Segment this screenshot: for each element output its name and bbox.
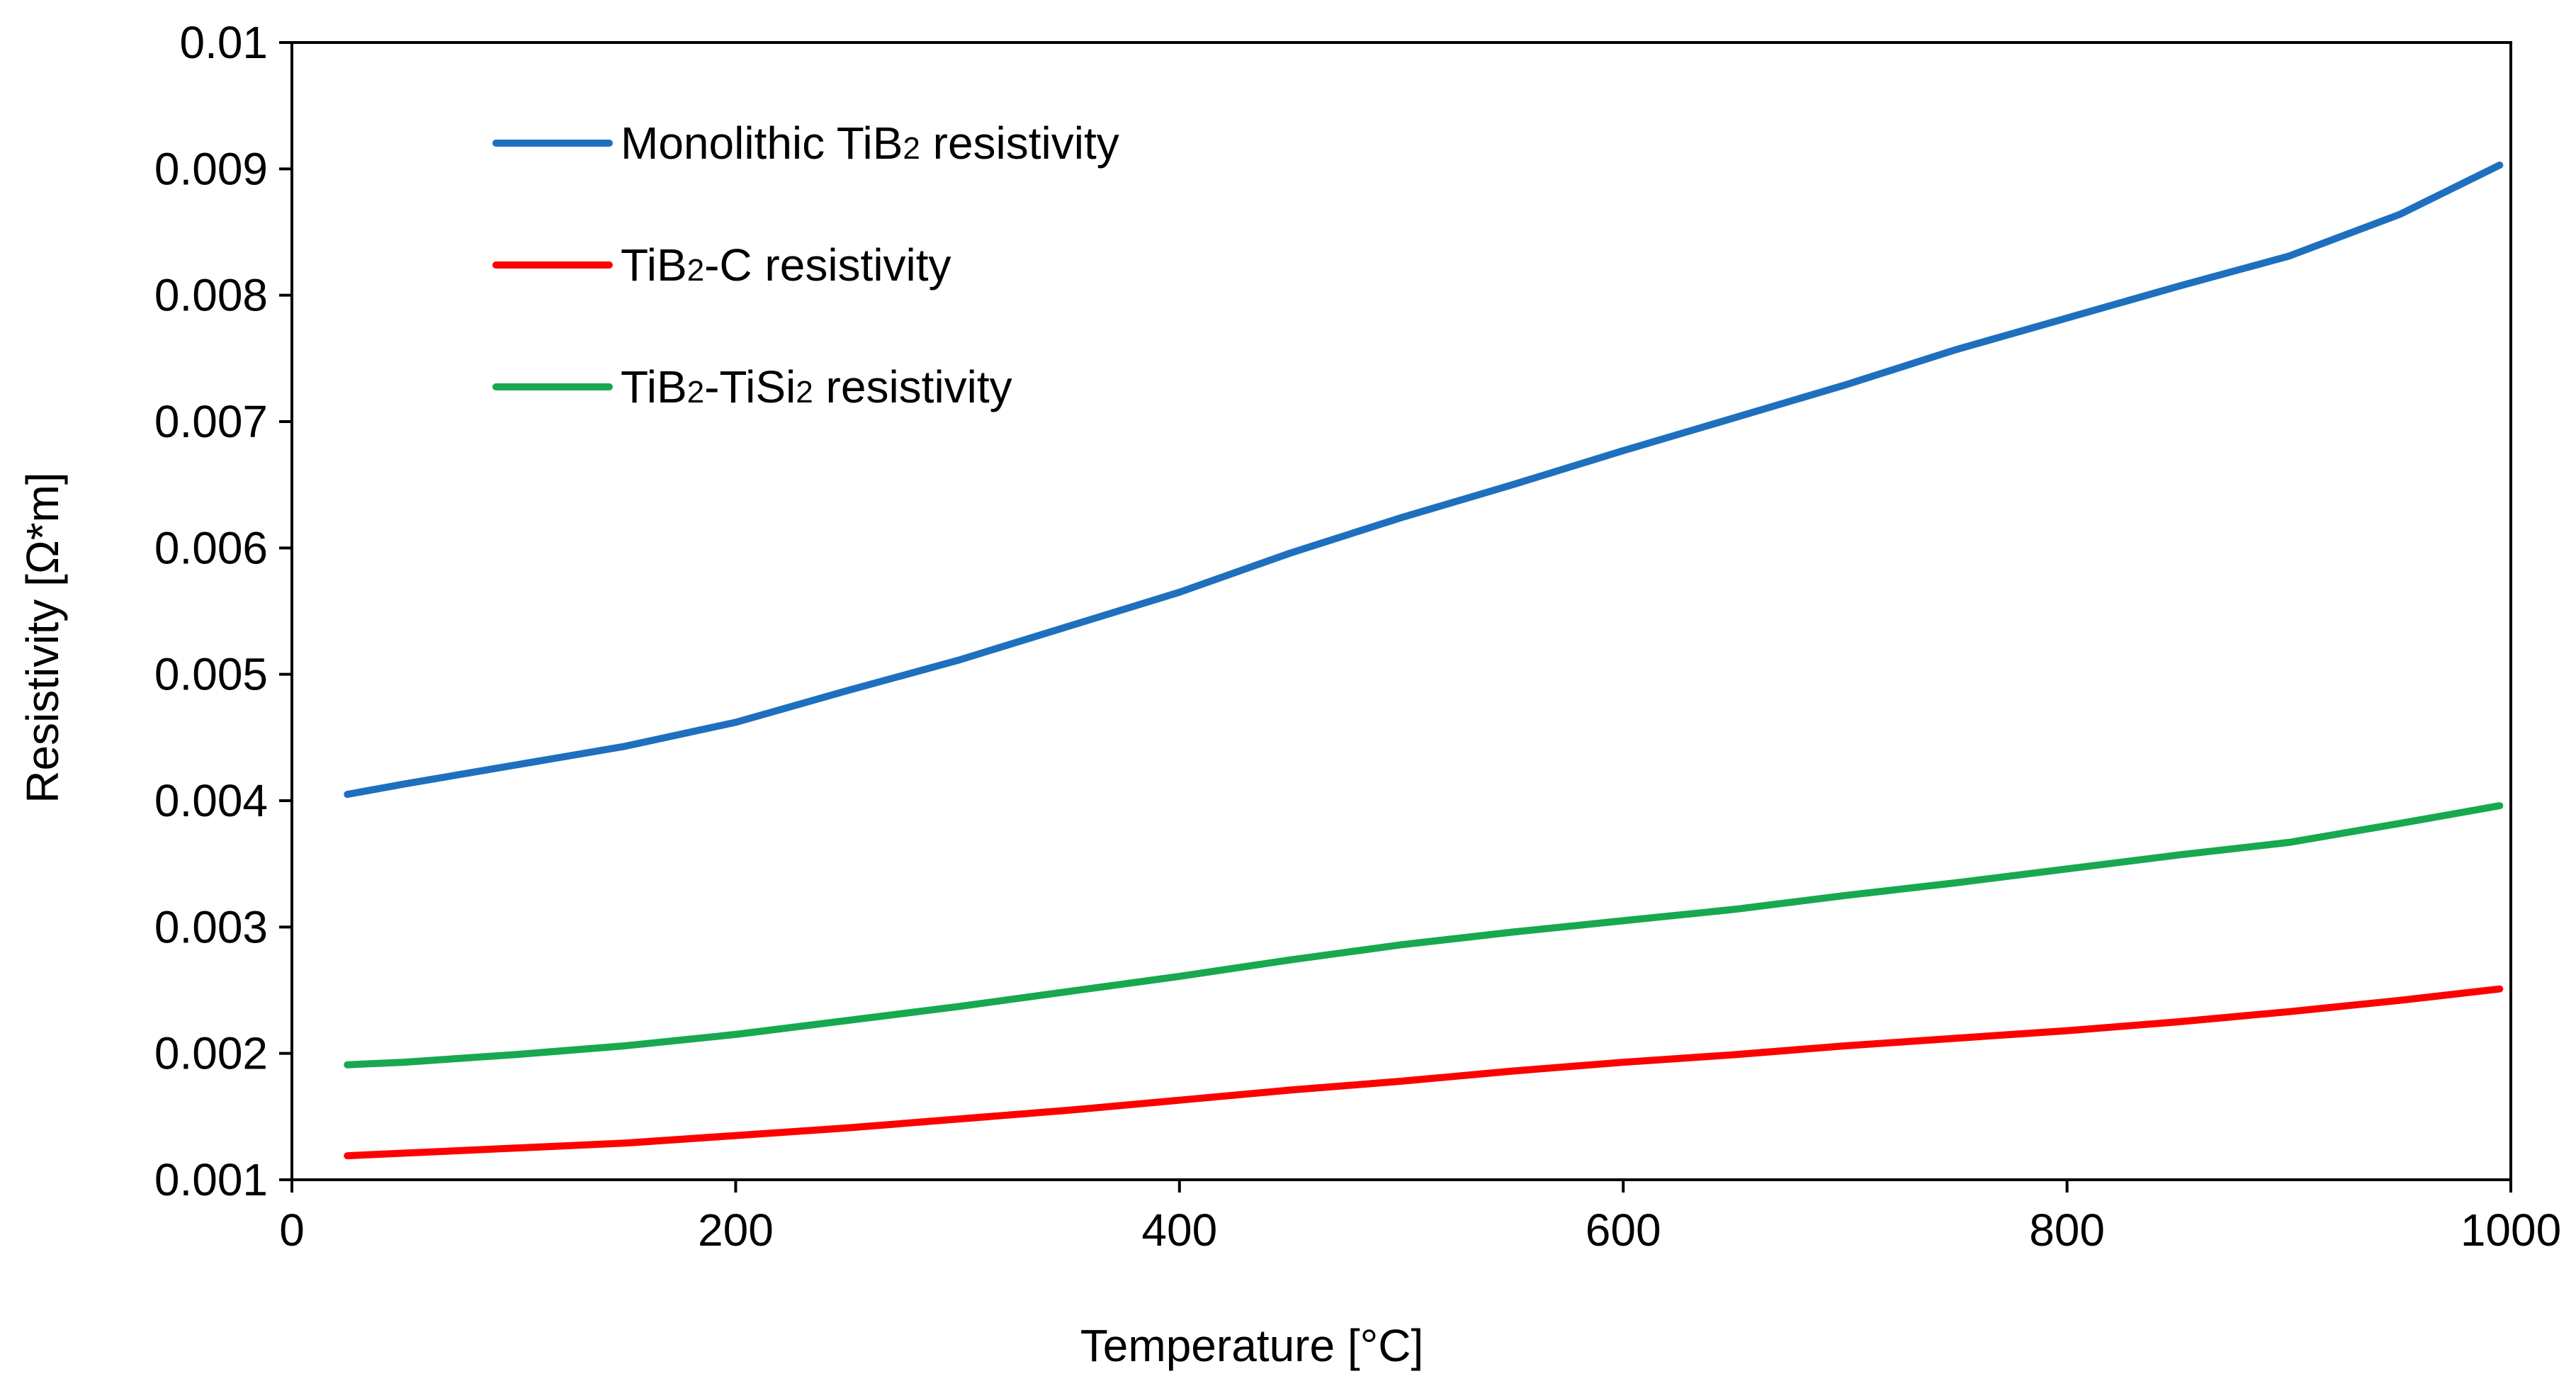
y-tick-label: 0.006 [154,522,268,573]
y-tick-label: 0.005 [154,649,268,700]
legend-subscript: 2 [687,253,704,288]
legend-item: TiB2-TiSi2 resistivity [492,361,1012,412]
legend-item: TiB2-C resistivity [492,239,951,291]
legend-subscript: 2 [687,375,704,410]
y-axis-ticks: 0.001 0.002 0.003 0.004 0.005 0.006 0.007 0.008… [154,17,292,1205]
legend-label: Monolithic TiB2 resistivity [621,118,1119,169]
y-tick-label: 0.008 [154,270,268,321]
x-tick-label: 1000 [2461,1205,2561,1256]
y-axis-title: Resistivity [Ω*m] [17,472,68,803]
y-tick-label: 0.003 [154,901,268,952]
x-tick-label: 800 [2029,1205,2105,1256]
legend-subscript: 2 [796,375,813,410]
y-tick-label: 0.004 [154,775,268,826]
legend-item: Monolithic TiB2 resistivity [492,118,1119,169]
legend-label: TiB2-TiSi2 resistivity [621,361,1012,412]
x-tick-label: 400 [1141,1205,1217,1256]
legend-text-part: -TiSi [704,361,796,412]
x-axis-ticks: 0 200 400 600 800 1000 [279,1180,2561,1256]
y-tick-label: 0.001 [154,1154,268,1205]
series-layer [344,162,2504,1160]
y-tick-label: 0.002 [154,1028,268,1079]
legend-text-part: resistivity [813,361,1012,412]
x-axis-title: Temperature [°C] [1080,1320,1423,1371]
x-tick-label: 600 [1586,1205,1661,1256]
y-tick-label: 0.009 [154,143,268,194]
plot-area [290,41,2512,1181]
y-tick-label: 0.007 [154,396,268,447]
legend-text-part: resistivity [920,118,1119,169]
legend-text-part: Monolithic TiB [621,118,903,169]
legend-subscript: 2 [903,131,920,166]
legend-label: TiB2-C resistivity [621,239,951,291]
legend-text-part: TiB [621,239,687,291]
series-2 [344,802,2504,1069]
x-tick-label: 0 [279,1205,305,1256]
series-0 [344,162,2504,799]
legend-text-part: TiB [621,361,687,412]
legend-text-part: -C resistivity [704,239,951,291]
x-tick-label: 200 [698,1205,774,1256]
series-1 [344,985,2504,1160]
y-tick-label: 0.01 [179,17,268,68]
